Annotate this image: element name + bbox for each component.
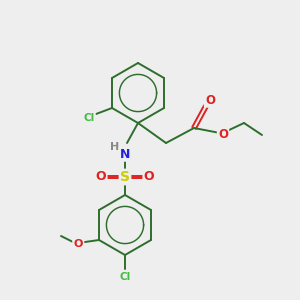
Text: H: H: [110, 142, 120, 152]
Text: O: O: [73, 239, 83, 249]
Text: Cl: Cl: [119, 272, 130, 282]
Text: O: O: [96, 170, 106, 184]
Text: O: O: [144, 170, 154, 184]
Text: O: O: [218, 128, 228, 140]
Text: Cl: Cl: [83, 113, 94, 123]
Text: S: S: [120, 170, 130, 184]
Text: O: O: [205, 94, 215, 106]
Text: N: N: [120, 148, 130, 160]
